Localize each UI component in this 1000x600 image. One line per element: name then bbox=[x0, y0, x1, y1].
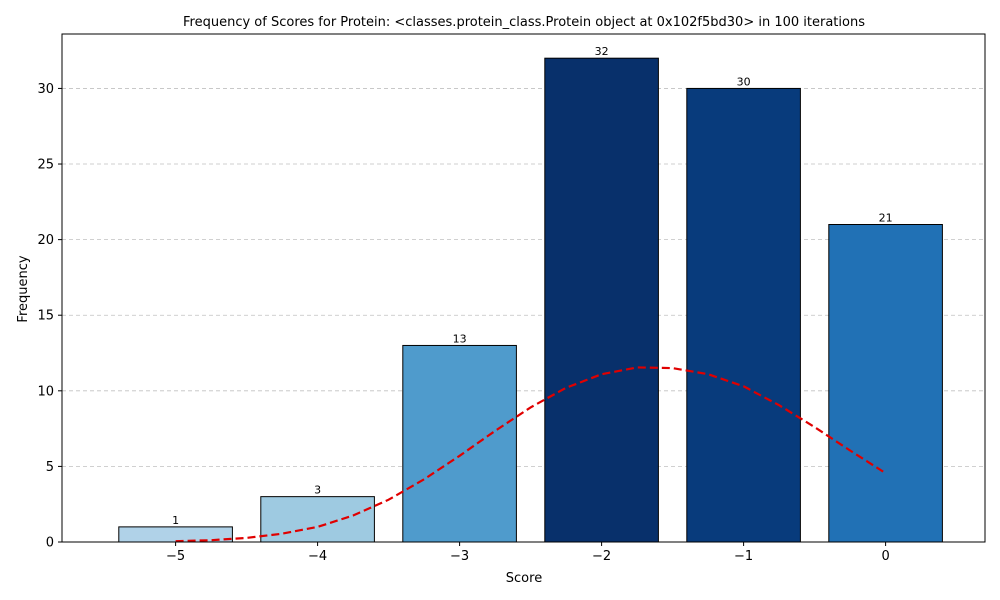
bar-value-label: 21 bbox=[879, 212, 893, 225]
x-tick-label: 0 bbox=[881, 549, 889, 564]
x-tick-label: −2 bbox=[592, 549, 611, 564]
plot-frame bbox=[61, 33, 986, 543]
y-axis: 0 5 10 15 20 25 30 bbox=[37, 82, 62, 551]
y-tick-label: 25 bbox=[37, 158, 54, 173]
x-axis: −5 −4 −3 −2 −1 0 bbox=[166, 542, 890, 564]
x-tick-label: −3 bbox=[450, 549, 469, 564]
fit-curve-layer bbox=[175, 366, 887, 543]
bar-value-label: 32 bbox=[595, 45, 609, 58]
bar bbox=[260, 496, 375, 543]
chart-title: Frequency of Scores for Protein: <classe… bbox=[183, 15, 865, 30]
x-tick-label: −5 bbox=[166, 549, 185, 564]
y-tick-label: 20 bbox=[37, 233, 54, 248]
fit-curve-line bbox=[175, 366, 887, 543]
y-tick-label: 30 bbox=[37, 82, 54, 97]
bar-value-label: 13 bbox=[453, 332, 467, 345]
y-tick-label: 15 bbox=[37, 309, 54, 324]
y-tick-label: 0 bbox=[46, 536, 54, 551]
bar bbox=[544, 57, 659, 543]
bar bbox=[828, 224, 943, 543]
bar-value-label: 3 bbox=[314, 484, 321, 497]
y-axis-label: Frequency bbox=[16, 255, 31, 322]
x-axis-label: Score bbox=[506, 571, 542, 586]
bar-value-label: 1 bbox=[172, 514, 179, 527]
bar bbox=[402, 344, 517, 543]
bar-value-label: 30 bbox=[737, 75, 751, 88]
y-tick-label: 10 bbox=[37, 384, 54, 399]
y-tick-label: 5 bbox=[46, 460, 54, 475]
x-tick-label: −1 bbox=[734, 549, 753, 564]
x-tick-label: −4 bbox=[308, 549, 327, 564]
bar bbox=[686, 87, 801, 543]
